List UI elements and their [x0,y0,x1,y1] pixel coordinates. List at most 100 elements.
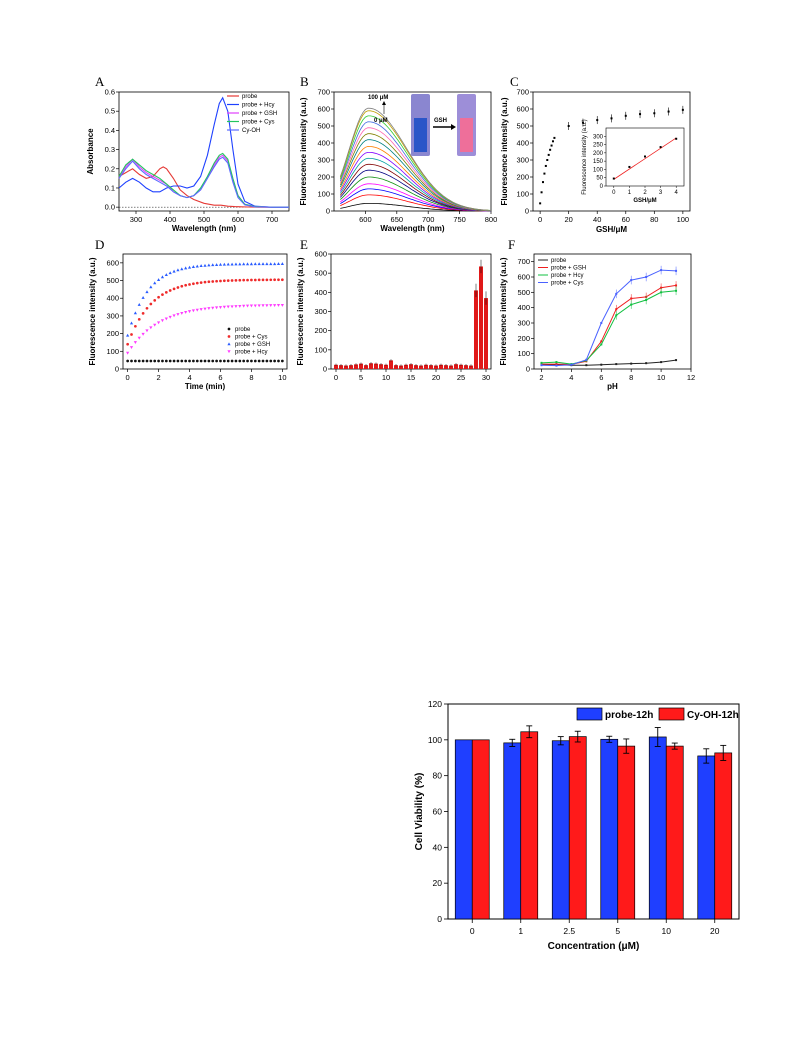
data-point [543,172,546,175]
series-0-point [137,359,141,363]
x-axis-label: pH [607,382,618,391]
gsh-arrow-label: GSH [434,118,447,124]
series-line-1 [118,96,289,208]
y-tick-label: 100 [314,345,327,354]
series-0-point [234,359,238,363]
x-tick-label: 12 [687,373,695,382]
series-3-point [149,326,153,330]
series-line-3 [541,269,677,367]
panel-label-d: D [95,237,104,252]
series-3-point [203,307,207,311]
x-tick-label: 2 [539,373,543,382]
data-point [585,358,588,361]
data-point [600,322,603,324]
series-0-point [153,359,157,363]
bar-0-0 [454,739,473,920]
series-2-point [133,311,137,315]
bar-24 [454,364,458,369]
x-tick-label: 8 [249,373,253,382]
series-3-point [222,305,226,309]
series-2-point [215,263,219,266]
cell-viability-chart: 0 20 40 60 80 100 120 0 1 2.5 5 10 20 probe-12h Cy-OH-… [414,699,740,952]
series-1-point [192,282,195,286]
bar-11 [389,360,393,369]
bar-5 [359,363,363,369]
y-tick-label: 300 [317,156,330,165]
y-tick-label: 0.0 [105,203,115,212]
data-point [630,279,633,282]
x-tick-label: 8 [629,373,633,382]
data-point [540,361,543,364]
bar-17 [419,365,423,369]
data-point [630,297,633,300]
series-3-point [261,304,265,308]
data-point [600,343,603,346]
x-tick-label: 400 [164,215,177,224]
bar-12 [394,365,398,369]
y-tick-label: 200 [314,326,327,335]
plot-frame [118,91,290,212]
y-tick-label: 300 [516,156,529,165]
x-tick-label: 10 [662,926,672,936]
data-point [675,269,678,272]
series-2-point [172,269,176,273]
series-2-point [222,262,226,266]
series-0-point [203,359,207,363]
series-2-point [238,262,242,266]
y-tick-label: 0 [115,365,119,374]
y-tick-label: 300 [106,311,119,320]
cuvette-after-solution [460,118,473,152]
data-point [540,364,543,367]
series-1-point [238,278,242,282]
series-0-point [145,359,149,363]
data-point [546,159,549,161]
series-line-2 [541,290,677,365]
legend-label: probe + Cys [235,335,268,341]
bar-3 [349,365,353,369]
bar-6 [364,365,368,369]
y-tick-label: 500 [106,276,119,285]
data-point [600,363,603,366]
y-tick-label: 0 [323,365,327,374]
data-point [667,110,670,113]
series-0-point [242,359,246,363]
bar-9 [379,364,383,369]
x-axis-label: Concentration (μM) [548,941,640,952]
series-0-point [230,359,234,363]
data-point [615,292,618,295]
data-point [581,121,584,124]
series-1-point [168,289,172,292]
series-3-point [230,305,234,309]
series-3-point [249,304,254,308]
series-0-point [250,359,253,363]
x-tick-label: 0 [470,926,475,936]
series-3-point [160,319,165,323]
x-tick-label: 25 [457,373,465,382]
series-2-point [184,266,188,270]
series-2-point [257,262,261,266]
x-tick-label: 80 [650,215,658,224]
series-2-point [273,262,277,266]
bar-21 [439,364,443,369]
series-0-point [199,359,203,363]
series-3-point [172,314,176,318]
series-1-point [149,302,153,306]
series-2-point [234,262,238,266]
y-tick-label: 0 [526,365,530,374]
x-tick-label: 5 [615,926,620,936]
series-3-point [168,315,172,319]
x-tick-label: 60 [622,215,630,224]
series-2-point [164,273,168,276]
series-0-point [180,359,184,363]
x-axis-label: GSH/μM [596,225,627,234]
bar-0-3 [600,738,619,920]
y-tick-label: 0.2 [105,164,115,173]
series-1-point [250,278,253,282]
legend-label: probe + GSH [242,111,277,117]
y-tick-label: 0.4 [105,126,115,135]
y-axis-label: Fluorescence intensity (a.u.) [299,97,308,205]
series-0-point [168,359,172,363]
x-tick-label: 500 [198,215,211,224]
inset-data-point [628,165,631,168]
data-point [596,119,599,122]
